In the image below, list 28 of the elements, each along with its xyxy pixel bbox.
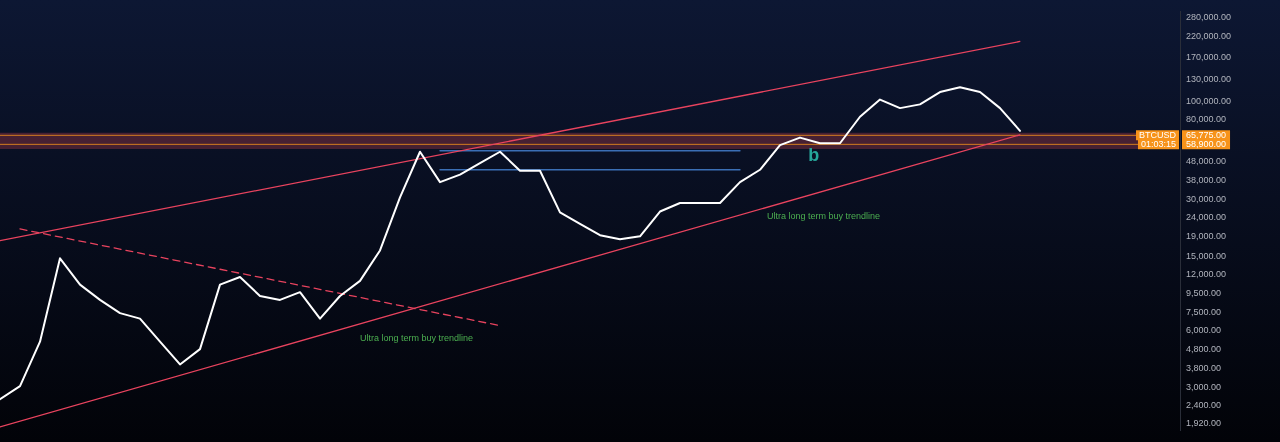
y-tick-label: 7,500.00 (1186, 307, 1222, 318)
y-tick-label: 2,400.00 (1186, 400, 1222, 411)
text: 01:03:15 (1140, 138, 1177, 149)
y-tick-label: 4,800.00 (1186, 343, 1222, 354)
y-tick-label: 19,000.00 (1186, 231, 1227, 242)
y-tick-label: 12,000.00 (1186, 268, 1227, 279)
y-tick-label: 220,000.00 (1186, 31, 1232, 42)
text: BTCUSD (1139, 129, 1177, 140)
y-tick-label: 24,000.00 (1186, 212, 1227, 223)
y-tick-label: 170,000.00 (1186, 52, 1232, 63)
y-tick-label: 15,000.00 (1186, 250, 1227, 261)
ref-line-label: 58,900.00 (1186, 138, 1227, 149)
ref-line-label: 65,775.00 (1186, 129, 1227, 140)
annotation: Ultra long term buy trendline (767, 211, 881, 222)
y-tick-label: 1,920.00 (1186, 418, 1222, 429)
y-tick-label: 6,000.00 (1186, 325, 1222, 336)
y-tick-label: 80,000.00 (1186, 113, 1227, 124)
y-tick-label: 48,000.00 (1186, 155, 1227, 166)
y-tick-label: 38,000.00 (1186, 174, 1227, 185)
annotation: b (808, 144, 820, 165)
annotation: Ultra long term buy trendline (359, 332, 473, 343)
y-tick-label: 3,800.00 (1186, 362, 1222, 373)
y-tick-label: 30,000.00 (1186, 193, 1227, 204)
y-tick-label: 280,000.00 (1186, 11, 1232, 22)
y-tick-label: 100,000.00 (1186, 95, 1232, 106)
y-tick-label: 9,500.00 (1186, 287, 1222, 298)
y-tick-label: 130,000.00 (1186, 74, 1232, 85)
y-tick-label: 3,000.00 (1186, 381, 1222, 392)
